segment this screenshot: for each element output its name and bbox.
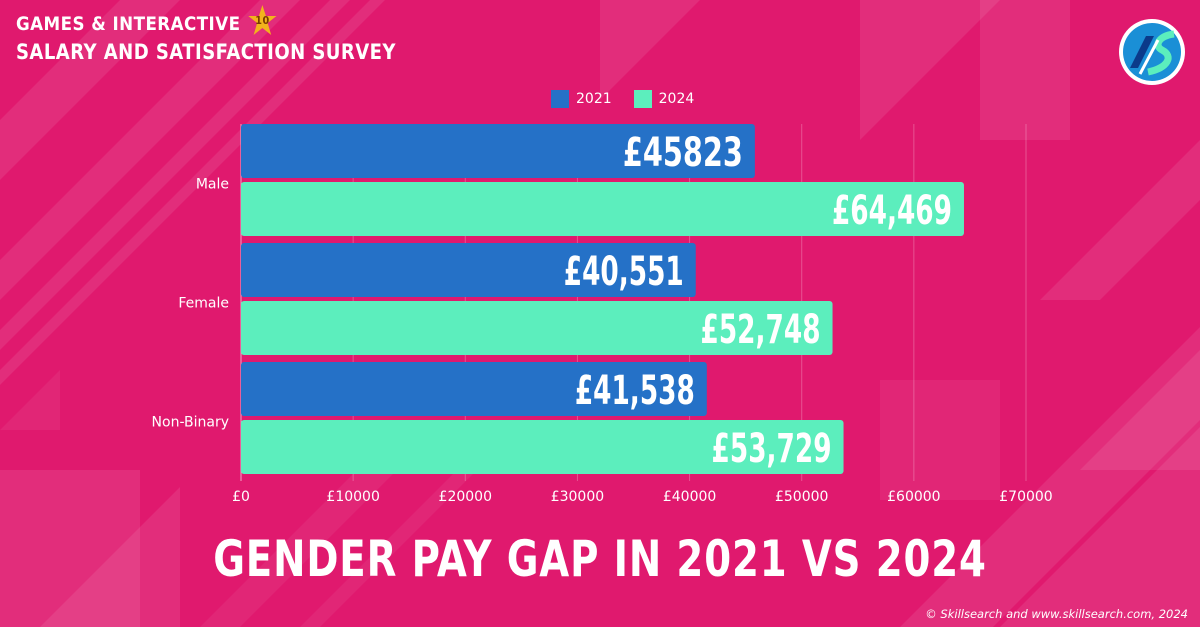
x-tick-label: £50000	[775, 489, 828, 505]
bar-2024-male	[241, 182, 964, 236]
skillsearch-logo-icon	[1119, 19, 1185, 85]
x-tick-label: £20000	[439, 489, 492, 505]
x-tick-label: £10000	[326, 489, 379, 505]
bar-value-label: £53,729	[712, 426, 832, 472]
bar-value-label: £41,538	[575, 368, 695, 414]
category-label: Male	[196, 177, 229, 193]
legend-label-2021: 2021	[576, 91, 612, 107]
bar-2024-female	[241, 301, 833, 355]
brand-line1: GAMES & INTERACTIVE	[16, 13, 241, 35]
bar-value-label: £40,551	[564, 249, 684, 295]
legend-item-2024: 2024	[633, 90, 695, 108]
page-title: GENDER PAY GAP IN 2021 VS 2024	[213, 530, 987, 588]
category-label: Female	[178, 296, 229, 312]
x-tick-label: £60000	[887, 489, 940, 505]
legend-label-2024: 2024	[658, 91, 695, 107]
legend-swatch-2021	[551, 90, 569, 108]
star-icon: 10	[248, 4, 278, 38]
bar-value-label: £45823	[623, 130, 743, 176]
x-tick-label: £30000	[551, 489, 604, 505]
bar-2024-non-binary	[241, 420, 844, 474]
brand-line2: SALARY AND SATISFACTION SURVEY	[16, 40, 396, 64]
x-tick-label: £0	[232, 489, 250, 505]
x-tick-label: £70000	[999, 489, 1052, 505]
legend-item-2021: 2021	[551, 90, 612, 108]
legend-swatch-2024	[633, 90, 652, 108]
brand-header: GAMES & INTERACTIVE 10 SALARY AND SATISF…	[16, 5, 458, 64]
bar-2021-male	[241, 124, 755, 178]
bar-2021-female	[241, 243, 696, 297]
bar-value-label: £64,469	[832, 188, 952, 234]
bar-value-label: £52,748	[701, 307, 821, 353]
copyright-text: © Skillsearch and www.skillsearch.com, 2…	[925, 607, 1188, 621]
chart-legend: 2021 2024	[551, 90, 716, 108]
x-tick-label: £40000	[663, 489, 716, 505]
category-label: Non-Binary	[152, 415, 229, 431]
bar-2021-non-binary	[241, 362, 707, 416]
star-badge-number: 10	[255, 14, 270, 27]
